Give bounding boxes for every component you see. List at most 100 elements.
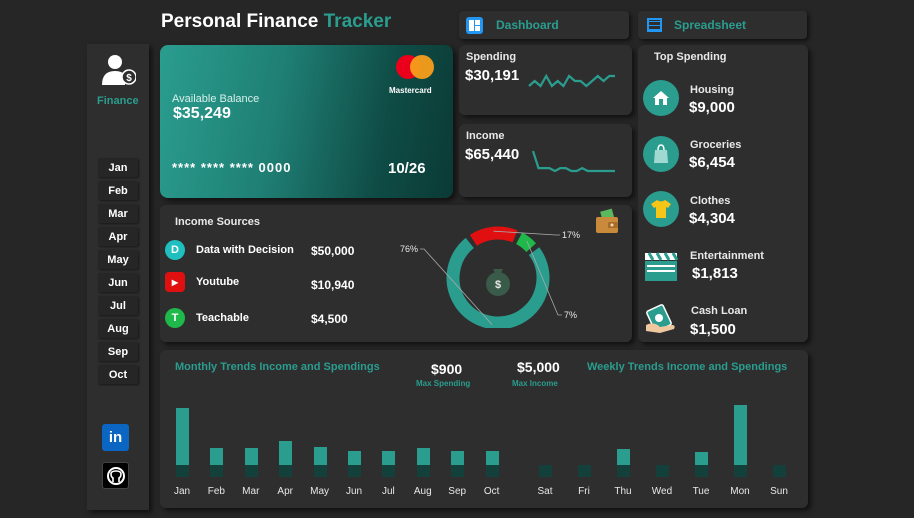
bar-base-apr [279,465,293,477]
donut-slice-youtube [469,226,518,246]
category-value: $9,000 [689,99,735,116]
x-tick-label: Jun [345,486,363,497]
month-button-mar[interactable]: Mar [98,204,138,223]
x-tick-label: Fri [578,486,590,497]
dashboard-button[interactable]: Dashboard [459,11,629,39]
donut-leader-line [493,230,560,236]
bar-base-jan [176,465,189,477]
card-balance-label: Available Balance [172,93,260,105]
mastercard-logo-icon [394,54,438,82]
svg-text:$: $ [126,73,132,84]
income-source-name: Youtube [196,276,240,288]
bar-base-oct [485,465,499,477]
max-spending-label: Max Spending [416,379,471,388]
bar-base-feb [210,465,224,477]
x-tick-label: May [310,486,330,497]
month-button-oct[interactable]: Oct [98,365,138,384]
category-name: Groceries [690,139,742,151]
spreadsheet-icon [647,18,662,32]
month-button-jan[interactable]: Jan [98,158,138,177]
bar-mon [734,405,747,477]
bar-base-tue [695,465,708,477]
month-button-jun[interactable]: Jun [98,273,138,292]
title-main: Personal Finance [161,11,319,32]
sparkline-path [531,150,615,173]
bar-base-aug [416,465,430,477]
donut-slice-data-with-decision [446,237,550,328]
bar-base-mon [734,465,747,477]
data-with-decision-icon: D [165,240,185,260]
grocery-bag-icon [643,136,679,172]
x-tick-label: Wed [651,486,673,497]
x-tick-label: Mar [242,486,260,497]
bar-jan [176,408,189,477]
spreadsheet-button[interactable]: Spreadsheet [638,11,807,39]
x-tick-label: Tue [692,486,710,497]
bar-base-sun [773,465,786,477]
card-balance-value: $35,249 [173,105,231,122]
month-button-jul[interactable]: Jul [98,296,138,315]
donut-leader-line [420,248,493,325]
weekly-trends-title: Weekly Trends Income and Spendings [587,361,788,373]
monthly-trends-title: Monthly Trends Income and Spendings [175,361,380,373]
x-tick-label: Jul [381,486,395,497]
donut-percent-label: 76% [400,244,418,254]
wallet-icon [593,208,621,236]
page-title: Personal Finance Tracker [161,11,391,33]
max-spending-value: $900 [431,361,463,377]
bar-base-sep [451,465,465,477]
income-source-value: $50,000 [311,244,355,258]
youtube-icon: ▶ [165,272,185,292]
income-label: Income [466,130,505,142]
finance-user-icon: $ [102,53,137,87]
shirt-icon [643,191,679,227]
income-source-row: ▶ Youtube [165,272,239,292]
github-icon[interactable] [102,462,129,489]
title-accent: Tracker [323,11,392,32]
x-tick-label: Aug [413,486,432,497]
category-name: Housing [690,84,734,96]
dashboard-icon [466,16,483,34]
linkedin-icon[interactable]: in [102,424,129,451]
income-value: $65,440 [465,146,520,163]
month-button-apr[interactable]: Apr [98,227,138,246]
donut-leader-line [526,240,562,316]
max-income-value: $5,000 [517,359,560,375]
card-brand: Mastercard [389,86,432,95]
income-source-name: Data with Decision [196,244,294,256]
spending-sparkline [528,73,615,88]
sidebar-finance-label: Finance [97,95,139,107]
month-button-may[interactable]: May [98,250,138,269]
x-tick-label: Thu [614,486,632,497]
income-sparkline [531,150,615,173]
income-source-value: $4,500 [311,312,348,326]
max-income-label: Max Income [512,379,558,388]
income-source-value: $10,940 [311,278,355,292]
income-sources-panel [160,205,632,342]
category-value: $4,304 [689,210,735,227]
credit-card: Mastercard Available Balance $35,249 ***… [160,45,453,198]
category-value: $6,454 [689,154,735,171]
income-sources-title: Income Sources [175,216,260,228]
bar-base-fri [578,465,591,477]
bar-base-jul [382,465,396,477]
month-button-sep[interactable]: Sep [98,342,138,361]
cash-hand-icon [644,303,680,335]
dashboard-label: Dashboard [496,18,559,32]
spending-value: $30,191 [465,67,520,84]
x-tick-label: Mon [730,486,750,497]
donut-slice-teachable [515,232,536,253]
x-tick-label: Sun [770,486,788,497]
category-value: $1,813 [692,265,738,282]
category-name: Entertainment [690,250,764,262]
bar-base-jun [348,465,361,477]
income-donut-chart: $76% 17% 7% [400,226,580,328]
income-source-row: D Data with Decision [165,240,294,260]
month-button-aug[interactable]: Aug [98,319,138,338]
spreadsheet-label: Spreadsheet [674,18,747,32]
category-name: Clothes [690,195,731,207]
bar-base-sat [539,465,552,477]
x-tick-label: Sat [537,486,553,497]
income-source-row: T Teachable [165,308,249,328]
month-button-feb[interactable]: Feb [98,181,138,200]
